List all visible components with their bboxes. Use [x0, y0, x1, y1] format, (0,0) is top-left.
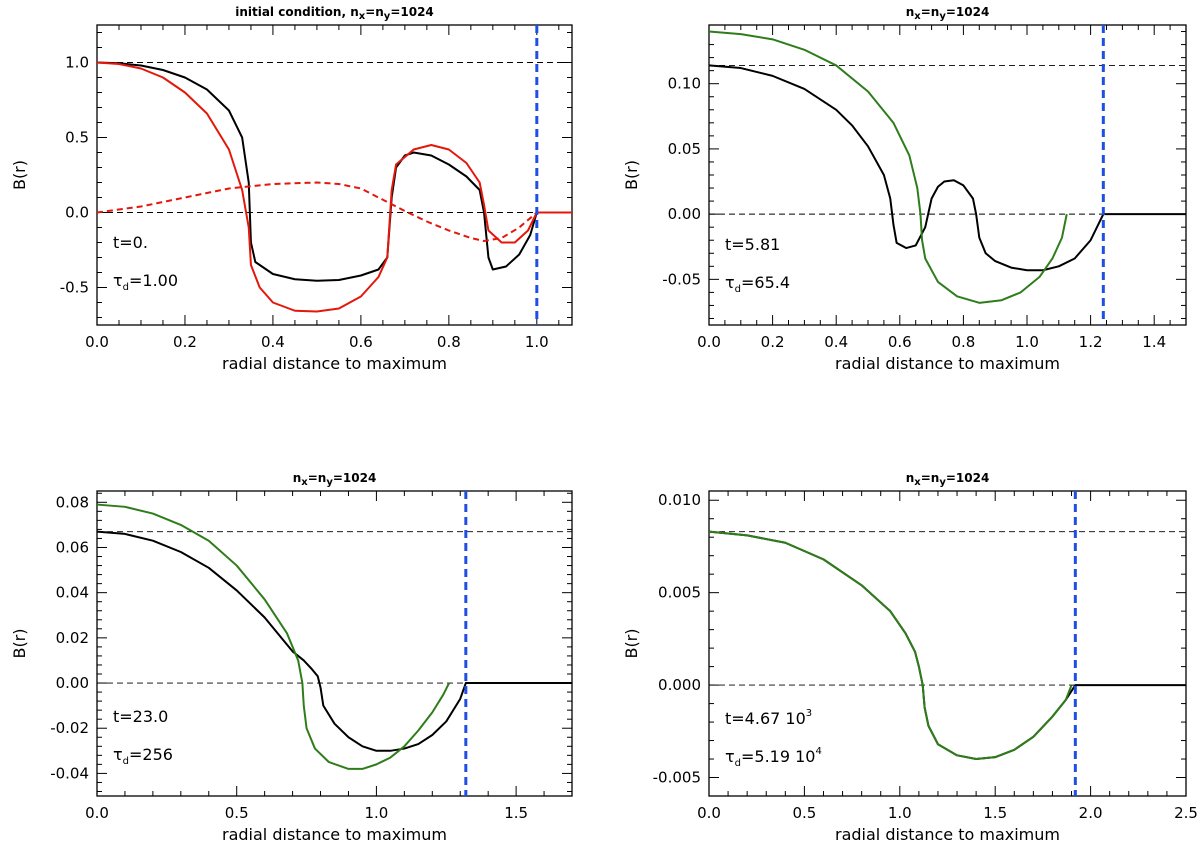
x-axis-label: radial distance to maximum	[222, 354, 447, 373]
y-tick-label: 0.0	[65, 204, 89, 222]
x-axis-label: radial distance to maximum	[222, 825, 447, 844]
x-tick-label: 0.5	[792, 804, 816, 822]
x-tick-label: 1.0	[888, 804, 912, 822]
y-tick-label: -0.05	[662, 270, 701, 288]
x-tick-label: 2.5	[1174, 804, 1198, 822]
y-tick-label: 0.00	[56, 674, 89, 692]
y-tick-label: -0.04	[50, 764, 89, 782]
series-green	[96, 503, 450, 770]
x-tick-label: 0.5	[225, 804, 249, 822]
x-tick-label: 1.2	[1079, 333, 1103, 351]
y-tick-label: 0.5	[65, 129, 89, 147]
time-annotation: t=5.81	[725, 235, 780, 254]
tau-annotation: τd=5.19 104	[725, 746, 822, 769]
chart-title: nx=ny=1024	[906, 471, 990, 488]
x-tick-label: 1.5	[983, 804, 1007, 822]
y-tick-label: 0.06	[56, 538, 89, 556]
x-tick-label: 2.0	[1079, 804, 1103, 822]
x-tick-label: 0.8	[437, 333, 461, 351]
y-axis-label: B(r)	[10, 628, 29, 658]
x-tick-label: 1.0	[1015, 333, 1039, 351]
x-tick-label: 0.2	[761, 333, 785, 351]
tau-annotation: τd=256	[113, 745, 173, 767]
x-axis-label: radial distance to maximum	[835, 825, 1060, 844]
series-black	[96, 61, 572, 282]
time-annotation: t=0.	[113, 233, 148, 252]
x-tick-label: 1.0	[364, 804, 388, 822]
y-tick-label: 0.08	[56, 493, 89, 511]
x-tick-label: 0.0	[85, 804, 109, 822]
x-tick-label: 1.5	[504, 804, 528, 822]
x-tick-label: 0.0	[697, 333, 721, 351]
chart-title: nx=ny=1024	[906, 5, 990, 22]
chart-panel-4: 0.0 0.5 1.0 1.5 2.0 2.5 -0.005 0.000 0.005 0.010 r…	[622, 471, 1198, 844]
plot-frame	[96, 24, 573, 326]
time-annotation: t=4.67 103	[725, 708, 812, 728]
y-tick-label: 0.05	[668, 140, 701, 158]
x-tick-label: 0.0	[697, 804, 721, 822]
y-tick-label: 0.10	[668, 75, 701, 93]
x-tick-label: 0.8	[951, 333, 975, 351]
series-red-dashed	[96, 181, 538, 242]
tau-annotation: τd=65.4	[725, 273, 790, 295]
plot-frame	[708, 490, 1187, 797]
x-axis-label: radial distance to maximum	[835, 354, 1060, 373]
y-axis-label: B(r)	[10, 160, 29, 190]
y-tick-label: 0.00	[668, 205, 701, 223]
series-green	[708, 530, 1073, 761]
series-black	[708, 64, 1186, 272]
series-green	[708, 30, 1068, 304]
y-tick-label: 0.04	[56, 584, 89, 602]
tau-annotation: τd=1.00	[113, 271, 178, 293]
time-annotation: t=23.0	[113, 707, 168, 726]
y-tick-label: 0.02	[56, 629, 89, 647]
x-tick-label: 0.6	[888, 333, 912, 351]
y-tick-label: 0.000	[658, 676, 701, 694]
y-tick-label: 0.005	[658, 584, 701, 602]
series-red	[96, 61, 572, 313]
y-axis-label: B(r)	[622, 160, 641, 190]
x-tick-label: 1.0	[525, 333, 549, 351]
chart-panel-3: 0.0 0.5 1.0 1.5 -0.04 -0.02 0.00 0.02 0.04 0.06 0.…	[10, 471, 573, 844]
x-tick-label: 0.6	[349, 333, 373, 351]
plot-frame	[96, 490, 573, 797]
chart-title: initial condition, nx=ny=1024	[235, 5, 434, 22]
y-tick-label: 1.0	[65, 54, 89, 72]
chart-panel-1: 0.0 0.2 0.4 0.6 0.8 1.0 -0.5 0.0 0.5 1.0 radial di…	[10, 5, 573, 373]
chart-title: nx=ny=1024	[293, 471, 377, 488]
y-tick-label: -0.02	[50, 719, 89, 737]
y-tick-label: -0.5	[60, 279, 89, 297]
x-tick-label: 1.4	[1142, 333, 1166, 351]
y-tick-label: 0.010	[658, 491, 701, 509]
series-black	[96, 530, 572, 752]
chart-panel-2: 0.0 0.2 0.4 0.6 0.8 1.0 1.2 1.4 -0.05 0.00 0.05 0.1…	[622, 5, 1187, 373]
x-tick-label: 0.2	[173, 333, 197, 351]
x-tick-label: 0.4	[824, 333, 848, 351]
y-axis-label: B(r)	[622, 628, 641, 658]
x-tick-label: 0.0	[85, 333, 109, 351]
y-tick-label: -0.005	[653, 769, 701, 787]
x-tick-label: 0.4	[261, 333, 285, 351]
